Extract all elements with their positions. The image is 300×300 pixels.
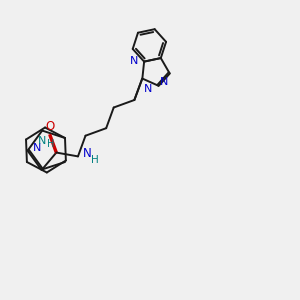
Text: H: H bbox=[47, 139, 55, 148]
Text: N: N bbox=[160, 77, 169, 87]
Text: N: N bbox=[33, 143, 41, 153]
Text: O: O bbox=[45, 121, 55, 134]
Text: H: H bbox=[91, 155, 99, 165]
Text: N: N bbox=[82, 147, 91, 160]
Text: N: N bbox=[130, 56, 138, 66]
Text: N: N bbox=[38, 136, 46, 146]
Text: N: N bbox=[144, 85, 152, 94]
